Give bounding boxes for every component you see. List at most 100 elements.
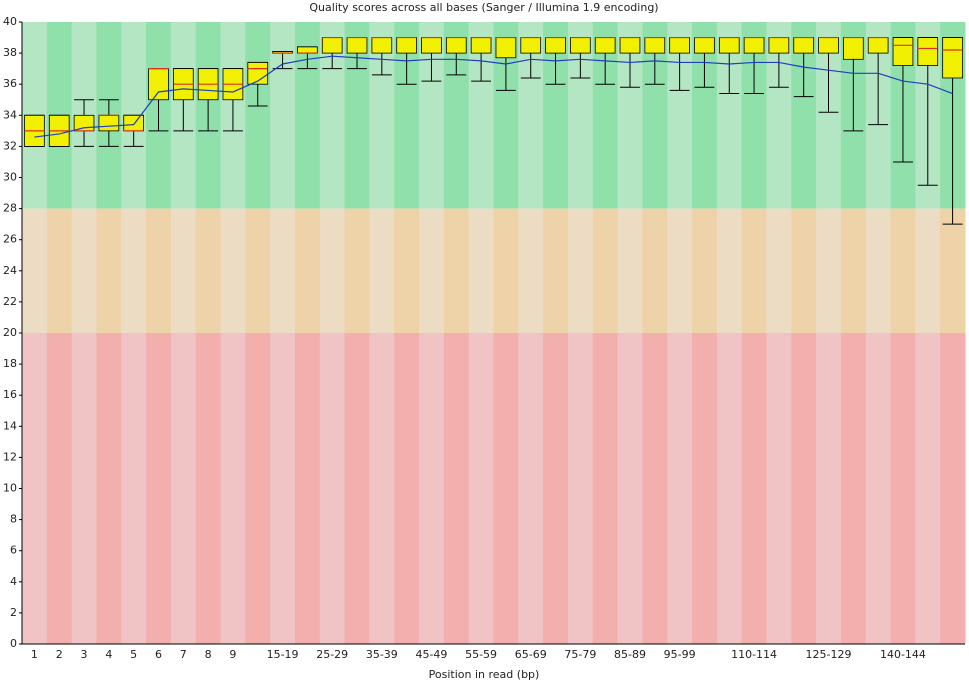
quality-zone — [741, 333, 767, 644]
y-tick-label: 30 — [3, 171, 17, 184]
quality-zone — [518, 333, 544, 644]
box — [421, 37, 442, 54]
y-tick-label: 28 — [3, 202, 17, 215]
quality-zone — [543, 208, 569, 333]
quality-zone — [940, 333, 966, 644]
box — [718, 37, 740, 54]
box — [867, 37, 889, 54]
quality-zone — [518, 208, 544, 333]
x-tick-label: 5 — [130, 648, 137, 661]
quality-zone — [369, 208, 395, 333]
quality-zone — [220, 208, 246, 333]
quality-zone — [369, 333, 395, 644]
quality-zone — [195, 333, 222, 644]
quality-zone — [567, 333, 594, 644]
box — [843, 37, 864, 60]
x-tick-label: 15-19 — [267, 648, 299, 661]
x-tick-label: 4 — [105, 648, 112, 661]
box — [247, 62, 269, 85]
box — [445, 37, 467, 54]
quality-zone — [96, 333, 122, 644]
quality-zone — [468, 333, 494, 644]
box — [594, 37, 616, 54]
quality-zone — [791, 333, 817, 644]
box — [942, 37, 963, 79]
x-tick-label: 55-59 — [465, 648, 497, 661]
quality-zone — [270, 333, 296, 644]
x-tick-label: 75-79 — [564, 648, 596, 661]
quality-zone — [443, 333, 470, 644]
quality-zone — [146, 333, 172, 644]
box — [917, 37, 939, 66]
quality-zone — [716, 333, 743, 644]
quality-zone — [592, 208, 619, 333]
x-tick-label: 125-129 — [806, 648, 852, 661]
quality-zone — [766, 208, 792, 333]
box — [743, 37, 765, 54]
quality-zone — [692, 208, 718, 333]
y-tick-label: 0 — [10, 637, 17, 650]
quality-zone — [468, 208, 494, 333]
quality-zone — [642, 333, 668, 644]
box — [470, 37, 492, 54]
box — [619, 37, 641, 54]
quality-zone — [840, 208, 867, 333]
y-tick-label: 4 — [10, 575, 17, 588]
box — [495, 37, 517, 59]
y-tick-label: 2 — [10, 606, 17, 619]
box — [545, 37, 566, 54]
quality-zone — [617, 333, 643, 644]
y-tick-label: 12 — [3, 450, 17, 463]
box — [669, 37, 690, 54]
y-tick-label: 6 — [10, 544, 17, 557]
x-tick-label: 6 — [155, 648, 162, 661]
quality-zone — [344, 208, 370, 333]
x-tick-label: 35-39 — [366, 648, 398, 661]
x-tick-label: 1 — [31, 648, 38, 661]
quality-zone — [121, 208, 147, 333]
quality-zone — [840, 333, 867, 644]
quality-zone — [816, 208, 842, 333]
quality-zone — [96, 208, 122, 333]
quality-zone — [46, 208, 73, 333]
quality-zone — [344, 333, 370, 644]
quality-zone — [890, 333, 916, 644]
quality-zone — [692, 333, 718, 644]
box — [644, 37, 666, 54]
box — [346, 37, 368, 54]
quality-zone — [791, 208, 817, 333]
quality-zone — [419, 333, 445, 644]
quality-zone — [319, 333, 346, 644]
quality-zone — [865, 208, 892, 333]
quality-zone — [394, 333, 420, 644]
y-tick-label: 34 — [3, 108, 17, 121]
x-tick-label: 65-69 — [515, 648, 547, 661]
quality-zone — [270, 208, 296, 333]
quality-zone — [667, 333, 693, 644]
x-tick-label: 25-29 — [316, 648, 348, 661]
quality-zone — [915, 333, 941, 644]
box — [396, 37, 417, 54]
quality-zone — [71, 208, 97, 333]
box — [818, 37, 839, 54]
quality-zone — [245, 22, 271, 209]
quality-zone — [22, 333, 48, 644]
x-tick-label: 7 — [180, 648, 187, 661]
y-tick-label: 40 — [3, 15, 17, 28]
y-tick-label: 36 — [3, 77, 17, 90]
box — [321, 37, 343, 54]
y-tick-label: 32 — [3, 139, 17, 152]
quality-zone — [195, 208, 222, 333]
quality-zone — [617, 208, 643, 333]
quality-zone — [443, 208, 470, 333]
quality-zone — [245, 333, 271, 644]
x-tick-label: 110-114 — [731, 648, 777, 661]
quality-zone — [319, 208, 346, 333]
quality-zone — [270, 22, 296, 209]
quality-zone — [394, 208, 420, 333]
quality-zone — [121, 333, 147, 644]
quality-zone — [22, 208, 48, 333]
quality-zone — [766, 333, 792, 644]
quality-zone — [940, 208, 966, 333]
x-tick-label: 9 — [229, 648, 236, 661]
